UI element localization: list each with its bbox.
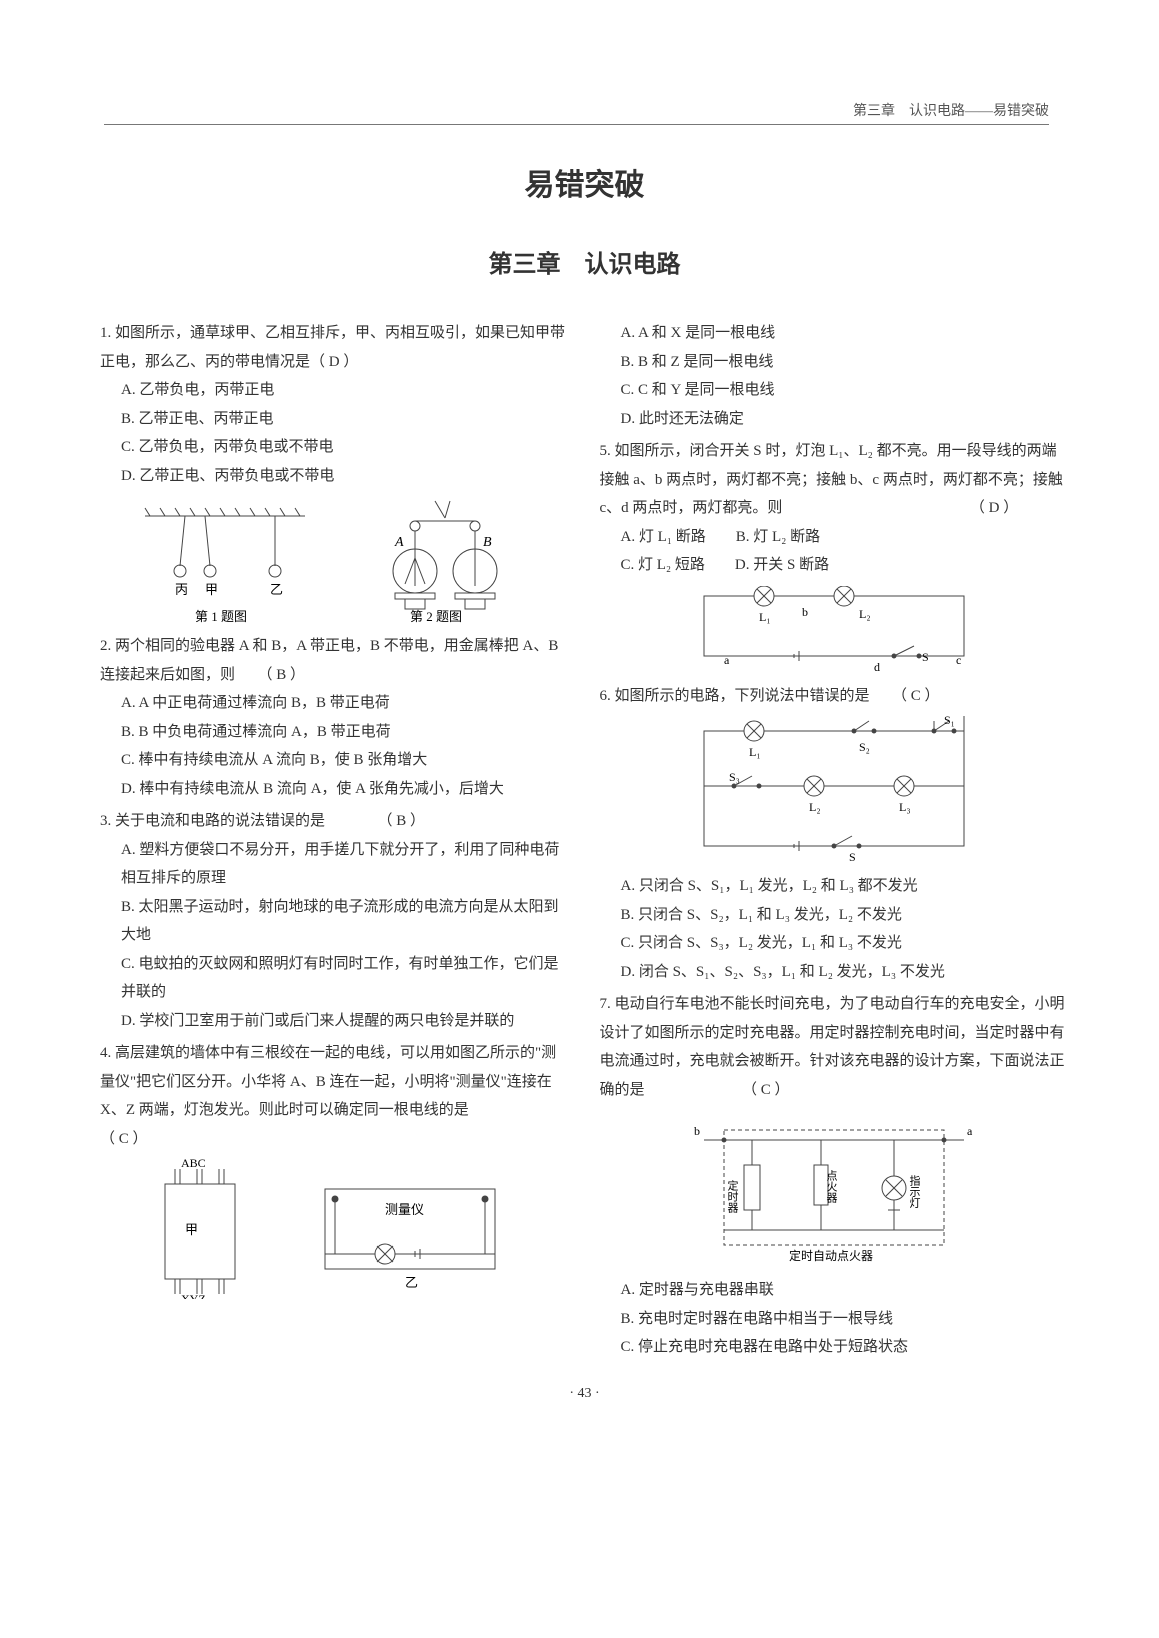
q5-diagram-svg: a b c d L₁ L₂ S [684, 586, 984, 676]
q5-c: c [956, 653, 961, 667]
q7-igniter: 点火器 [825, 1170, 838, 1204]
question-6: 6. 如图所示的电路，下列说法中错误的是 （ C ） [600, 682, 1070, 711]
q6-L3: L₃ [899, 800, 911, 814]
figure-q5: a b c d L₁ L₂ S [600, 586, 1070, 676]
q5-b: b [802, 605, 808, 619]
q5-d: d [874, 660, 880, 674]
q7-optC: C. 停止充电时充电器在电路中处于短路状态 [600, 1333, 1070, 1362]
q4-optA: A. A 和 X 是同一根电线 [600, 319, 1070, 348]
q5-optD: D. 开关 S 断路 [735, 551, 829, 580]
right-column: A. A 和 X 是同一根电线 B. B 和 Z 是同一根电线 C. C 和 Y… [600, 319, 1070, 1366]
q7-box: 定时自动点火器 [789, 1248, 873, 1263]
label-yi: 乙 [270, 582, 283, 597]
q6-L2: L₂ [809, 800, 821, 814]
q3-optA: A. 塑料方便袋口不易分开，用手搓几下就分开了，利用了同种电荷相互排斥的原理 [100, 836, 570, 893]
q1-optA: A. 乙带负电，丙带正电 [100, 376, 570, 405]
q5-L2: L₂ [859, 607, 871, 621]
q2-optB: B. B 中负电荷通过棒流向 A，B 带正电荷 [100, 718, 570, 747]
q6-optA: A. 只闭合 S、S₁，L₁ 发光，L₂ 和 L₃ 都不发光 [600, 872, 1070, 901]
question-3: 3. 关于电流和电路的说法错误的是 （ B ） A. 塑料方便袋口不易分开，用手… [100, 807, 570, 1035]
label-B: B [483, 535, 492, 550]
question-4: 4. 高层建筑的墙体中有三根绞在一起的电线，可以用如图乙所示的"测量仪"把它们区… [100, 1039, 570, 1153]
q4-optC: C. C 和 Y 是同一根电线 [600, 376, 1070, 405]
q4-xyz: XYZ [181, 1292, 206, 1299]
question-1: 1. 如图所示，通草球甲、乙相互排斥，甲、丙相互吸引，如果已知甲带正电，那么乙、… [100, 319, 570, 490]
question-2: 2. 两个相同的验电器 A 和 B，A 带正电，B 不带电，用金属棒把 A、B … [100, 632, 570, 803]
q7-optA: A. 定时器与充电器串联 [600, 1276, 1070, 1305]
q6-stem: 6. 如图所示的电路，下列说法中错误的是 （ C ） [600, 682, 1070, 711]
q6-optD: D. 闭合 S、S₁、S₂、S₃，L₁ 和 L₂ 发光，L₃ 不发光 [600, 958, 1070, 987]
question-4-opts: A. A 和 X 是同一根电线 B. B 和 Z 是同一根电线 C. C 和 Y… [600, 319, 1070, 433]
content-columns: 1. 如图所示，通草球甲、乙相互排斥，甲、丙相互吸引，如果已知甲带正电，那么乙、… [100, 319, 1069, 1366]
q4-device-label: 测量仪 [385, 1202, 424, 1217]
question-7: 7. 电动自行车电池不能长时间充电，为了电动自行车的充电安全，小明设计了如图所示… [600, 990, 1070, 1104]
q2-optC: C. 棒中有持续电流从 A 流向 B，使 B 张角增大 [100, 746, 570, 775]
q6-S: S [849, 850, 856, 864]
question-7-opts: A. 定时器与充电器串联 B. 充电时定时器在电路中相当于一根导线 C. 停止充… [600, 1276, 1070, 1362]
q5-L1: L₁ [759, 610, 771, 624]
q3-optB: B. 太阳黑子运动时，射向地球的电子流形成的电流方向是从太阳到大地 [100, 893, 570, 950]
q7-diagram-svg: b a 定时器 点火器 指示灯 定时自动点火器 [674, 1110, 994, 1270]
fig2-label: 第 2 题图 [410, 609, 462, 624]
q4-abc: ABC [181, 1159, 206, 1170]
figure-q4: ABC 甲 XYZ 测量仪 乙 [100, 1159, 570, 1299]
fig1-label: 第 1 题图 [195, 609, 247, 624]
question-5: 5. 如图所示，闭合开关 S 时，灯泡 L₁、L₂ 都不亮。用一段导线的两端接触… [600, 437, 1070, 580]
figures-q1-q2: 丙 甲 乙 A B [100, 496, 570, 626]
q7-timer: 定时器 [726, 1179, 739, 1214]
label-A: A [394, 535, 404, 550]
label-bing: 丙 [175, 582, 188, 597]
q4-jia: 甲 [185, 1222, 198, 1237]
q4-diagram-svg: ABC 甲 XYZ 测量仪 乙 [125, 1159, 545, 1299]
q1-stem: 1. 如图所示，通草球甲、乙相互排斥，甲、丙相互吸引，如果已知甲带正电，那么乙、… [100, 319, 570, 376]
figure-q6: L₁ L₂ L₃ S₁ S₂ S₃ S [600, 716, 1070, 866]
q6-S1: S₁ [944, 716, 955, 727]
q1-q2-diagram-svg: 丙 甲 乙 A B [125, 496, 545, 626]
q4-stem: 4. 高层建筑的墙体中有三根绞在一起的电线，可以用如图乙所示的"测量仪"把它们区… [100, 1039, 570, 1153]
label-jia: 甲 [205, 582, 218, 597]
q4-yi: 乙 [405, 1275, 418, 1290]
q6-S3: S₃ [729, 770, 740, 784]
q3-optD: D. 学校门卫室用于前门或后门来人提醒的两只电铃是并联的 [100, 1007, 570, 1036]
chapter-subtitle: 第三章 认识电路 [100, 244, 1069, 279]
q4-optD: D. 此时还无法确定 [600, 405, 1070, 434]
main-title: 易错突破 [100, 160, 1069, 204]
q5-optA: A. 灯 L₁ 断路 [621, 523, 706, 552]
left-column: 1. 如图所示，通草球甲、乙相互排斥，甲、丙相互吸引，如果已知甲带正电，那么乙、… [100, 319, 570, 1366]
q5-optC: C. 灯 L₂ 短路 [621, 551, 705, 580]
q2-optA: A. A 中正电荷通过棒流向 B，B 带正电荷 [100, 689, 570, 718]
q5-S: S [922, 650, 929, 664]
q7-a: a [967, 1124, 973, 1138]
q7-b: b [694, 1124, 700, 1138]
question-6-opts: A. 只闭合 S、S₁，L₁ 发光，L₂ 和 L₃ 都不发光 B. 只闭合 S、… [600, 872, 1070, 986]
q3-optC: C. 电蚊拍的灭蚊网和照明灯有时同时工作，有时单独工作，它们是并联的 [100, 950, 570, 1007]
page-header: 第三章 认识电路——易错突破 [104, 100, 1049, 125]
q2-optD: D. 棒中有持续电流从 B 流向 A，使 A 张角先减小，后增大 [100, 775, 570, 804]
q6-S2: S₂ [859, 740, 870, 754]
q5-stem: 5. 如图所示，闭合开关 S 时，灯泡 L₁、L₂ 都不亮。用一段导线的两端接触… [600, 437, 1070, 523]
q7-optB: B. 充电时定时器在电路中相当于一根导线 [600, 1305, 1070, 1334]
page-number: · 43 · [100, 1386, 1069, 1402]
q1-optB: B. 乙带正电、丙带正电 [100, 405, 570, 434]
q7-light: 指示灯 [908, 1174, 921, 1208]
q6-optC: C. 只闭合 S、S₃，L₂ 发光，L₁ 和 L₃ 不发光 [600, 929, 1070, 958]
q6-L1: L₁ [749, 745, 761, 759]
q6-diagram-svg: L₁ L₂ L₃ S₁ S₂ S₃ S [674, 716, 994, 866]
q5-a: a [724, 653, 730, 667]
q6-optB: B. 只闭合 S、S₂，L₁ 和 L₃ 发光，L₂ 不发光 [600, 901, 1070, 930]
q5-optB: B. 灯 L₂ 断路 [736, 523, 820, 552]
q4-optB: B. B 和 Z 是同一根电线 [600, 348, 1070, 377]
q1-optD: D. 乙带正电、丙带负电或不带电 [100, 462, 570, 491]
q3-stem: 3. 关于电流和电路的说法错误的是 （ B ） [100, 807, 570, 836]
q2-stem: 2. 两个相同的验电器 A 和 B，A 带正电，B 不带电，用金属棒把 A、B … [100, 632, 570, 689]
q7-stem: 7. 电动自行车电池不能长时间充电，为了电动自行车的充电安全，小明设计了如图所示… [600, 990, 1070, 1104]
figure-q7: b a 定时器 点火器 指示灯 定时自动点火器 [600, 1110, 1070, 1270]
q1-optC: C. 乙带负电，丙带负电或不带电 [100, 433, 570, 462]
